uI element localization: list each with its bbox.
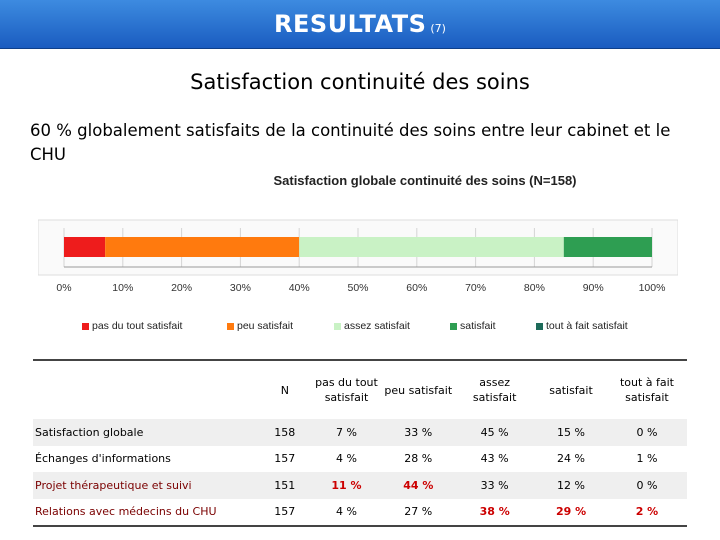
x-tick-label: 100% bbox=[639, 282, 666, 294]
row-label: Relations avec médecins du CHU bbox=[35, 505, 217, 519]
legend-swatch bbox=[334, 322, 341, 330]
percent-cell: 38 % bbox=[479, 505, 510, 519]
legend-label: tout à fait satisfait bbox=[546, 320, 628, 332]
chart-title: Satisfaction globale continuité des soin… bbox=[273, 173, 577, 188]
percent-cell: 1 % bbox=[636, 452, 658, 466]
percent-cell: 4 % bbox=[336, 452, 357, 466]
table-header-cell: N bbox=[280, 383, 289, 397]
bar-segment-pas-du-tout-satisfait bbox=[64, 237, 106, 257]
bar-segment-peu-satisfait bbox=[105, 237, 300, 257]
x-tick-label: 0% bbox=[56, 282, 71, 294]
row-label: Satisfaction globale bbox=[33, 419, 260, 446]
stacked-bar-chart: 0% 10% 20% 30% 40% 50% 60% 70% 80% 90% 100% bbox=[38, 219, 678, 294]
n-cell: 157 bbox=[274, 505, 296, 519]
x-tick-label: 30% bbox=[230, 282, 251, 294]
percent-cell: 28 % bbox=[404, 452, 433, 466]
bar-segment-assez-satisfait bbox=[299, 237, 564, 257]
percent-cell: 29 % bbox=[555, 505, 587, 519]
percent-cell: 15 % bbox=[535, 419, 607, 446]
x-tick-label: 20% bbox=[171, 282, 192, 294]
percent-cell: 44 % bbox=[382, 472, 455, 499]
legend-swatch bbox=[536, 322, 543, 330]
legend-label: peu satisfait bbox=[237, 320, 294, 332]
legend-item: satisfait bbox=[450, 320, 496, 332]
percent-cell: 7 % bbox=[310, 419, 383, 446]
table-header-cell: pas du tout satisfait bbox=[315, 376, 378, 404]
legend-swatch bbox=[82, 322, 89, 330]
table-header-blank bbox=[33, 360, 259, 419]
legend-swatch bbox=[227, 322, 234, 330]
row-label: Échanges d'informations bbox=[35, 452, 171, 466]
table-header-cell: tout à fait satisfait bbox=[619, 376, 674, 404]
percent-cell: 45 % bbox=[454, 419, 536, 446]
table-row: Relations avec médecins du CHU 157 4 % 27 %… bbox=[33, 499, 687, 527]
n-cell: 157 bbox=[274, 452, 296, 466]
table-row: Satisfaction globale 158 7 % 33 % 45 % 15 % 0 … bbox=[33, 419, 687, 446]
summary-text: 60 % globalement satisfaits de la contin… bbox=[30, 121, 671, 164]
slide-number: (7) bbox=[430, 22, 446, 35]
table-header-cell: satisfait bbox=[549, 383, 593, 397]
table-row: Échanges d'informations 157 4 % 28 % 43 % 24 … bbox=[33, 446, 687, 473]
percent-cell: 33 % bbox=[454, 472, 536, 499]
bar-segment-satisfait bbox=[563, 237, 652, 257]
x-tick-label: 40% bbox=[289, 282, 310, 294]
x-tick-label: 50% bbox=[347, 282, 368, 294]
x-tick-label: 90% bbox=[583, 282, 604, 294]
n-cell: 158 bbox=[259, 419, 311, 446]
percent-cell: 24 % bbox=[557, 452, 585, 466]
percent-cell: 0 % bbox=[606, 419, 687, 446]
x-tick-label: 10% bbox=[112, 282, 133, 294]
percent-cell: 4 % bbox=[336, 505, 357, 519]
legend-label: assez satisfait bbox=[344, 320, 410, 332]
legend-swatch bbox=[450, 322, 457, 330]
x-tick-label: 70% bbox=[465, 282, 486, 294]
percent-cell: 33 % bbox=[382, 419, 455, 446]
x-tick-label: 60% bbox=[406, 282, 427, 294]
n-cell: 151 bbox=[259, 472, 311, 499]
row-label: Projet thérapeutique et suivi bbox=[33, 472, 260, 499]
legend-item: tout à fait satisfait bbox=[536, 320, 628, 332]
slide-title: RESULTATS bbox=[274, 10, 427, 38]
legend-item: peu satisfait bbox=[227, 320, 293, 332]
legend-item: pas du tout satisfait bbox=[82, 320, 182, 332]
percent-cell: 12 % bbox=[535, 472, 607, 499]
table-header-cell: assez satisfait bbox=[472, 376, 517, 404]
percent-cell: 2 % bbox=[635, 505, 659, 519]
x-tick-label: 80% bbox=[524, 282, 545, 294]
legend-label: pas du tout satisfait bbox=[92, 320, 183, 332]
percent-cell: 27 % bbox=[404, 505, 433, 519]
legend-label: satisfait bbox=[460, 320, 496, 332]
table-row: Projet thérapeutique et suivi 151 11 % 44 %… bbox=[33, 472, 687, 499]
table-header-cell: peu satisfait bbox=[384, 383, 453, 397]
legend-item: assez satisfait bbox=[334, 320, 410, 332]
percent-cell: 0 % bbox=[606, 472, 687, 499]
percent-cell: 43 % bbox=[480, 452, 509, 466]
percent-cell: 11 % bbox=[310, 472, 383, 499]
slide-subtitle: Satisfaction continuité des soins bbox=[190, 70, 530, 94]
title-banner: RESULTATS (7) bbox=[0, 0, 720, 49]
